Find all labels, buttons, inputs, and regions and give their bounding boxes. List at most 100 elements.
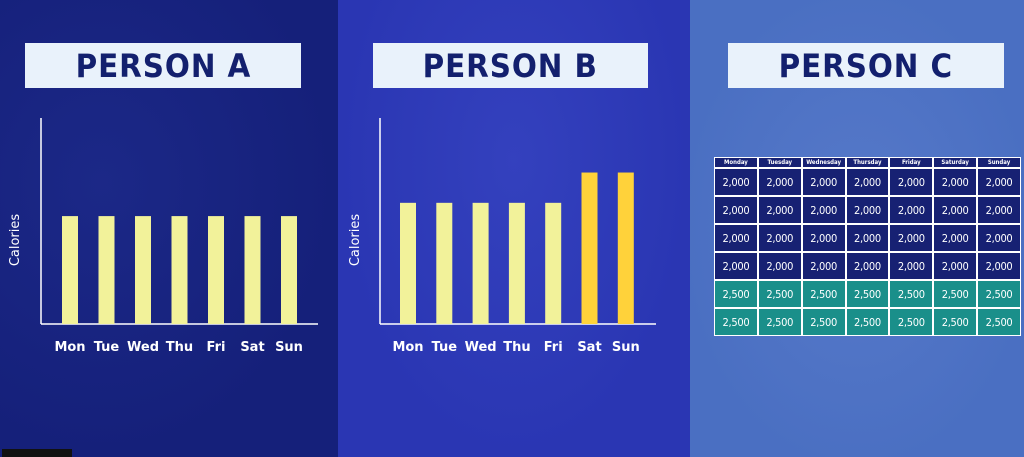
- table-cell: 2,000: [977, 196, 1021, 224]
- person-a-title-box: PERSON A: [25, 43, 301, 88]
- table-cell: 2,500: [845, 308, 890, 336]
- table-cell: 2,000: [845, 168, 890, 196]
- table-cell: 2,000: [933, 196, 978, 224]
- table-row: 2,500 2,500 2,500 2,500 2,500 2,500 2,500: [714, 308, 1021, 336]
- table-cell: 2,000: [757, 252, 802, 280]
- y-axis-title: Calories: [348, 214, 363, 267]
- table-cell: 2,000: [889, 224, 934, 252]
- table-cell: 2,500: [845, 280, 890, 308]
- table-cell: 2,500: [757, 280, 802, 308]
- table-cell: 2,500: [977, 308, 1021, 336]
- table-cell: 2,000: [757, 168, 802, 196]
- table-header-row: Monday Tuesday Wednesday Thursday Friday Satu…: [714, 157, 1021, 168]
- bar-thu: [171, 216, 188, 324]
- table-cell: 2,000: [757, 224, 802, 252]
- x-tick-tue: Tue: [432, 340, 458, 355]
- person-c-calorie-table: Monday Tuesday Wednesday Thursday Friday Satu…: [714, 157, 1021, 336]
- x-tick-wed: Wed: [465, 340, 497, 355]
- x-tick-thu: Thu: [503, 340, 530, 355]
- table-cell: 2,500: [714, 280, 758, 308]
- table-cell: 2,000: [801, 224, 846, 252]
- person-b-title: PERSON B: [422, 46, 599, 85]
- x-tick-thu: Thu: [166, 340, 193, 355]
- column-header-friday: Friday: [889, 157, 934, 168]
- x-tick-fri: Fri: [207, 340, 226, 355]
- person-c-title: PERSON C: [778, 46, 954, 85]
- x-tick-wed: Wed: [127, 340, 159, 355]
- person-c-title-box: PERSON C: [728, 43, 1004, 88]
- x-tick-sun: Sun: [612, 340, 640, 355]
- table-cell: 2,000: [977, 168, 1021, 196]
- table-cell: 2,000: [801, 196, 846, 224]
- table-cell: 2,500: [889, 308, 934, 336]
- bar-wed: [135, 216, 151, 324]
- bar-fri: [208, 216, 224, 324]
- person-a-panel: PERSON A Calories Mon Tue Wed Thu Fri Sat Sun: [0, 0, 338, 457]
- column-header-monday: Monday: [714, 157, 758, 168]
- bar-fri: [545, 202, 562, 324]
- table-cell: 2,000: [714, 196, 758, 224]
- table-cell: 2,500: [933, 308, 978, 336]
- table-row: 2,000 2,000 2,000 2,000 2,000 2,000 2,000: [714, 224, 1021, 252]
- table-body: 2,000 2,000 2,000 2,000 2,000 2,000 2,000 2,000…: [714, 168, 1021, 336]
- column-header-thursday: Thursday: [845, 157, 890, 168]
- table-cell: 2,000: [757, 196, 802, 224]
- bar-mon: [400, 202, 416, 324]
- x-tick-sun: Sun: [275, 340, 303, 355]
- person-b-panel: PERSON B Calories Mon Tue Wed Thu Fri Sat Sun: [338, 0, 690, 457]
- x-tick-mon: Mon: [392, 340, 423, 355]
- bar-tue: [436, 202, 453, 324]
- table-cell: 2,000: [977, 224, 1021, 252]
- table-row: 2,500 2,500 2,500 2,500 2,500 2,500 2,500: [714, 280, 1021, 308]
- table-row: 2,000 2,000 2,000 2,000 2,000 2,000 2,000: [714, 196, 1021, 224]
- x-tick-sat: Sat: [240, 340, 264, 355]
- bar-sun: [617, 172, 634, 324]
- table-cell: 2,000: [933, 252, 978, 280]
- table-cell: 2,000: [977, 252, 1021, 280]
- table-cell: 2,000: [845, 196, 890, 224]
- table-cell: 2,500: [801, 308, 846, 336]
- x-tick-tue: Tue: [94, 340, 120, 355]
- table-cell: 2,000: [889, 168, 934, 196]
- table-row: 2,000 2,000 2,000 2,000 2,000 2,000 2,000: [714, 252, 1021, 280]
- table-cell: 2,000: [889, 252, 934, 280]
- table-cell: 2,000: [714, 224, 758, 252]
- table-cell: 2,000: [714, 168, 758, 196]
- table-cell: 2,500: [889, 280, 934, 308]
- person-b-title-box: PERSON B: [373, 43, 648, 88]
- person-a-title: PERSON A: [75, 46, 251, 85]
- table-cell: 2,500: [757, 308, 802, 336]
- table-cell: 2,000: [845, 252, 890, 280]
- table-cell: 2,000: [889, 196, 934, 224]
- table-cell: 2,000: [801, 252, 846, 280]
- bar-wed: [472, 202, 489, 324]
- bar-sun: [281, 216, 297, 324]
- table-cell: 2,000: [933, 168, 978, 196]
- x-tick-fri: Fri: [544, 340, 563, 355]
- table-cell: 2,000: [714, 252, 758, 280]
- table-cell: 2,500: [933, 280, 978, 308]
- bar-sat: [244, 216, 261, 324]
- bar-sat: [581, 172, 598, 324]
- table-cell: 2,500: [801, 280, 846, 308]
- y-axis-title: Calories: [8, 214, 23, 267]
- column-header-saturday: Saturday: [933, 157, 978, 168]
- table-row: 2,000 2,000 2,000 2,000 2,000 2,000 2,000: [714, 168, 1021, 196]
- column-header-tuesday: Tuesday: [757, 157, 802, 168]
- column-header-sunday: Sunday: [977, 157, 1021, 168]
- table-cell: 2,500: [714, 308, 758, 336]
- person-b-bar-chart: Calories Mon Tue Wed Thu Fri Sat Sun: [348, 118, 656, 355]
- person-c-panel: PERSON C Monday Tuesday Wednesday Thursday F…: [690, 0, 1024, 457]
- table-cell: 2,500: [977, 280, 1021, 308]
- bar-thu: [508, 202, 525, 324]
- table-cell: 2,000: [801, 168, 846, 196]
- person-a-bar-chart: Calories Mon Tue Wed Thu Fri Sat Sun: [8, 118, 318, 355]
- x-tick-mon: Mon: [54, 340, 85, 355]
- table-cell: 2,000: [845, 224, 890, 252]
- corner-watermark: [2, 449, 72, 457]
- bar-mon: [62, 216, 78, 324]
- table-cell: 2,000: [933, 224, 978, 252]
- bar-tue: [98, 216, 115, 324]
- x-tick-sat: Sat: [577, 340, 601, 355]
